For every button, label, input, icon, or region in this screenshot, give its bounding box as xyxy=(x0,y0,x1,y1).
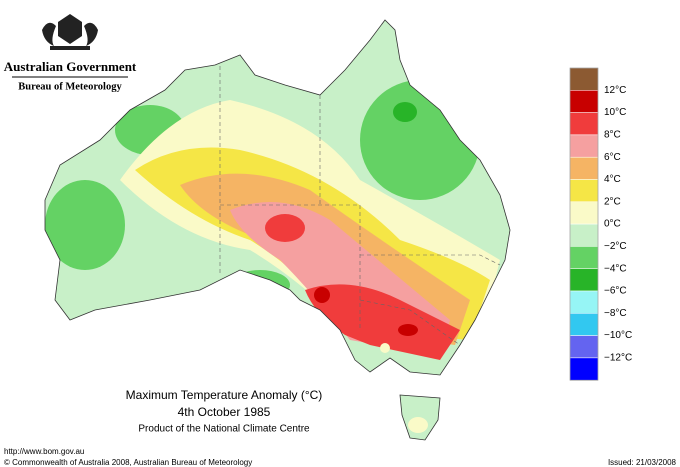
legend-swatch xyxy=(569,156,599,180)
legend-swatch xyxy=(569,90,599,113)
legend-swatch xyxy=(569,357,599,381)
map-title: Maximum Temperature Anomaly (°C) xyxy=(126,388,323,402)
tasmania-anomaly xyxy=(408,417,428,433)
government-name: Australian Government xyxy=(4,59,137,74)
legend-frame xyxy=(569,67,599,381)
coastline xyxy=(44,19,511,376)
legend-label: 4°C xyxy=(604,174,621,185)
legend-swatch xyxy=(569,134,599,158)
legend-label: 10°C xyxy=(604,107,626,118)
legend-label: −2°C xyxy=(604,241,627,252)
legend-swatch xyxy=(569,313,599,336)
legend-label: 12°C xyxy=(604,85,626,96)
legend-swatch xyxy=(569,179,599,203)
footer-issued: Issued: 21/03/2008 xyxy=(608,458,677,467)
legend-swatch xyxy=(569,268,599,292)
map-credit: Product of the National Climate Centre xyxy=(138,424,310,435)
legend-label: −12°C xyxy=(604,353,632,364)
legend-label: −10°C xyxy=(604,330,632,341)
legend-label: 0°C xyxy=(604,219,621,230)
footer-copyright: © Commonwealth of Australia 2008, Austra… xyxy=(4,458,252,467)
legend-label: 6°C xyxy=(604,152,621,163)
state-borders xyxy=(219,66,501,346)
legend-swatch xyxy=(569,112,599,136)
emblem xyxy=(42,14,98,50)
legend-swatch xyxy=(569,246,599,269)
legend-label: 2°C xyxy=(604,196,621,207)
footer-url: http://www.bom.gov.au xyxy=(4,447,84,456)
legend-label: −8°C xyxy=(604,308,627,319)
legend-swatch xyxy=(569,335,599,359)
legend-swatch xyxy=(569,223,599,247)
legend-label: −4°C xyxy=(604,263,627,274)
map-date: 4th October 1985 xyxy=(178,405,271,419)
legend-label: 8°C xyxy=(604,130,621,141)
bureau-name: Bureau of Meteorology xyxy=(18,81,122,92)
legend-swatch xyxy=(569,290,599,314)
legend-label: −6°C xyxy=(604,286,627,297)
legend-swatch xyxy=(569,67,599,91)
legend-swatch xyxy=(569,201,599,225)
legend: 12°C 10°C 8°C 6°C 4°C 2°C 0°C −2°C −4°C −6°C −8°C −… xyxy=(569,67,632,381)
